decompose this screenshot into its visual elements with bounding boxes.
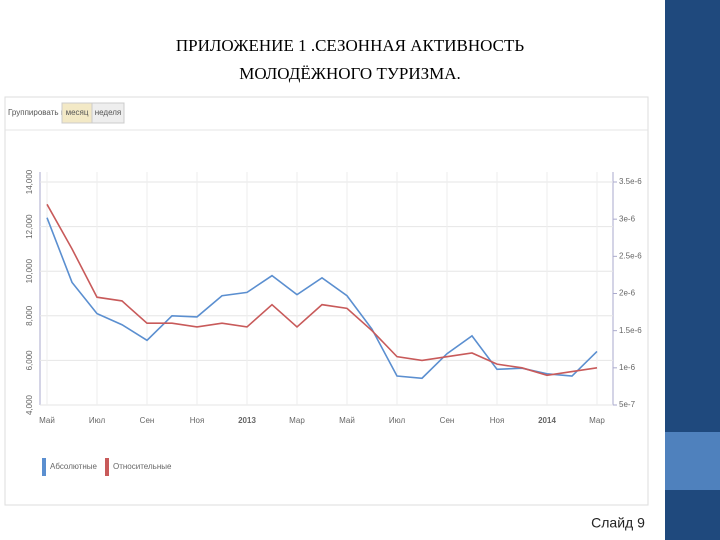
series-line bbox=[46, 203, 598, 377]
legend-swatch bbox=[42, 458, 46, 476]
x-tick-label: Ноя bbox=[490, 416, 505, 425]
toolbar-button[interactable] bbox=[91, 102, 125, 124]
y-tick-label: 10,000 bbox=[25, 258, 34, 283]
y-tick-label: 4,000 bbox=[25, 394, 34, 415]
toolbar-button-label: месяц bbox=[66, 108, 89, 117]
chart-frame bbox=[4, 96, 649, 506]
y-tick-label: 14,000 bbox=[25, 169, 34, 194]
x-tick-label: 2013 bbox=[238, 416, 256, 425]
y2-tick-label: 3e-6 bbox=[619, 214, 636, 223]
legend-label: Относительные bbox=[113, 462, 172, 471]
y2-tick-label: 3.5e-6 bbox=[619, 177, 642, 186]
x-tick-label: Июл bbox=[89, 416, 106, 425]
x-tick-label: Сен bbox=[440, 416, 455, 425]
y2-tick-label: 2e-6 bbox=[619, 289, 636, 298]
y-tick-label: 6,000 bbox=[25, 350, 34, 371]
x-tick-label: Мар bbox=[289, 416, 305, 425]
x-tick-label: 2014 bbox=[538, 416, 556, 425]
y2-tick-label: 1.5e-6 bbox=[619, 326, 642, 335]
x-tick-label: Июл bbox=[389, 416, 406, 425]
x-tick-label: Мар bbox=[589, 416, 605, 425]
legend-swatch bbox=[105, 458, 109, 476]
side-accent bbox=[665, 432, 720, 490]
title-line: МОЛОДЁЖНОГО ТУРИЗМА. bbox=[239, 64, 461, 83]
series-line bbox=[46, 217, 598, 380]
title-line: ПРИЛОЖЕНИЕ 1 .СЕЗОННАЯ АКТИВНОСТЬ bbox=[176, 36, 524, 55]
y-tick-label: 12,000 bbox=[25, 214, 34, 239]
y-tick-label: 8,000 bbox=[25, 305, 34, 326]
toolbar-label: Группировать по: bbox=[8, 108, 72, 117]
legend-label: Абсолютные bbox=[50, 462, 98, 471]
slide-number: Слайд 9 bbox=[591, 515, 645, 531]
y2-tick-label: 1e-6 bbox=[619, 363, 636, 372]
x-tick-label: Ноя bbox=[190, 416, 205, 425]
x-tick-label: Сен bbox=[140, 416, 155, 425]
x-tick-label: Май bbox=[39, 416, 55, 425]
x-tick-label: Май bbox=[339, 416, 355, 425]
toolbar-button-label: неделя bbox=[95, 108, 122, 117]
y2-tick-label: 5e-7 bbox=[619, 400, 636, 409]
y2-tick-label: 2.5e-6 bbox=[619, 251, 642, 260]
